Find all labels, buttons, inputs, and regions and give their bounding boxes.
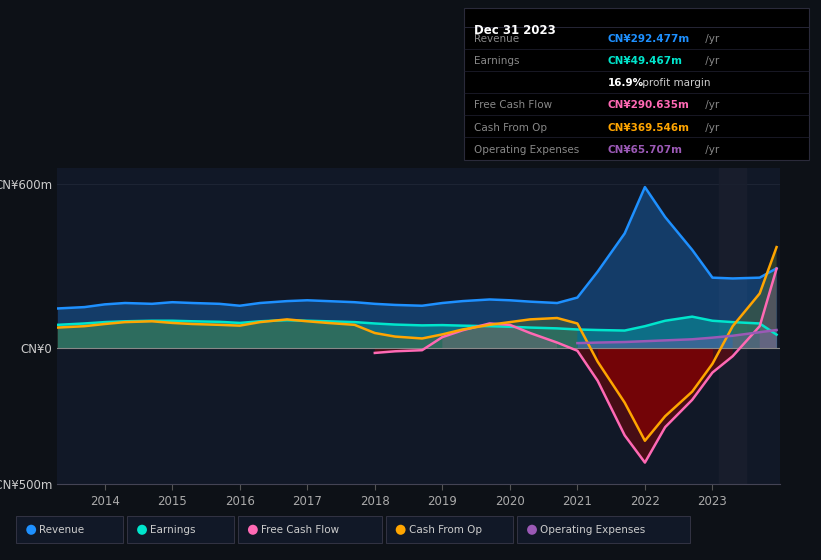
Text: 16.9%: 16.9% <box>608 78 644 88</box>
Text: Earnings: Earnings <box>150 525 195 535</box>
Text: CN¥65.707m: CN¥65.707m <box>608 144 682 155</box>
Text: /yr: /yr <box>702 56 719 66</box>
Text: CN¥290.635m: CN¥290.635m <box>608 100 690 110</box>
Text: Revenue: Revenue <box>39 525 85 535</box>
Text: Free Cash Flow: Free Cash Flow <box>474 100 552 110</box>
Text: /yr: /yr <box>702 100 719 110</box>
Text: CN¥49.467m: CN¥49.467m <box>608 56 682 66</box>
Bar <box>719 168 746 484</box>
Text: CN¥369.546m: CN¥369.546m <box>608 123 690 133</box>
Text: Operating Expenses: Operating Expenses <box>540 525 645 535</box>
Text: Dec 31 2023: Dec 31 2023 <box>474 24 556 37</box>
Text: /yr: /yr <box>702 34 719 44</box>
Text: Revenue: Revenue <box>474 34 519 44</box>
Text: profit margin: profit margin <box>639 78 710 88</box>
Text: Earnings: Earnings <box>474 56 519 66</box>
Text: /yr: /yr <box>702 144 719 155</box>
Text: Cash From Op: Cash From Op <box>409 525 482 535</box>
Text: Free Cash Flow: Free Cash Flow <box>261 525 339 535</box>
Text: Operating Expenses: Operating Expenses <box>474 144 579 155</box>
Text: CN¥292.477m: CN¥292.477m <box>608 34 690 44</box>
Text: /yr: /yr <box>702 123 719 133</box>
Text: Cash From Op: Cash From Op <box>474 123 547 133</box>
